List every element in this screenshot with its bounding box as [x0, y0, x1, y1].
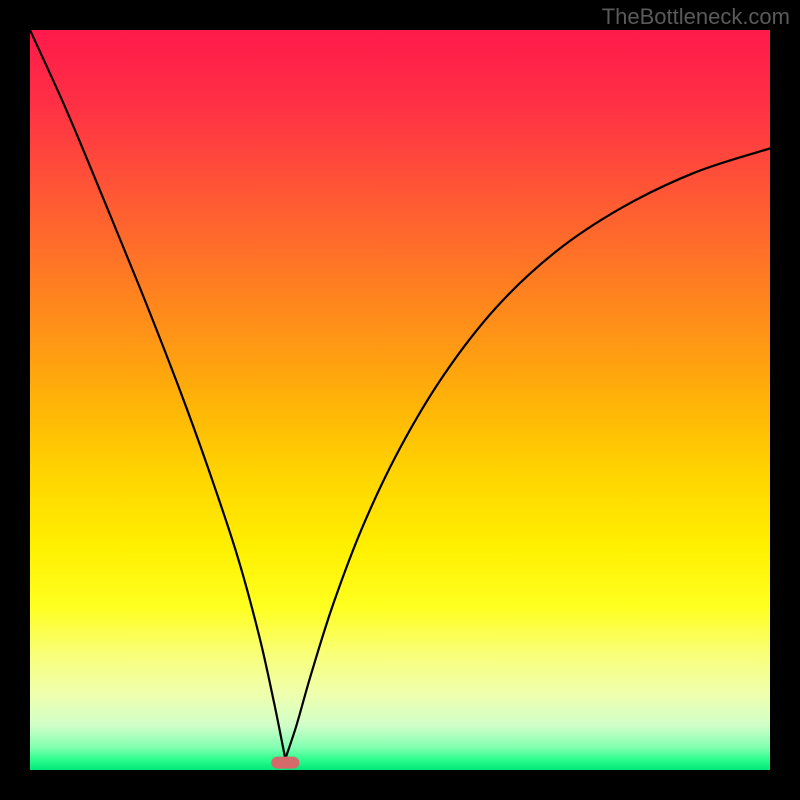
plot-background — [30, 30, 770, 770]
chart-container: TheBottleneck.com — [0, 0, 800, 800]
optimum-marker — [271, 757, 299, 769]
watermark-text: TheBottleneck.com — [602, 4, 790, 30]
bottleneck-chart — [0, 0, 800, 800]
